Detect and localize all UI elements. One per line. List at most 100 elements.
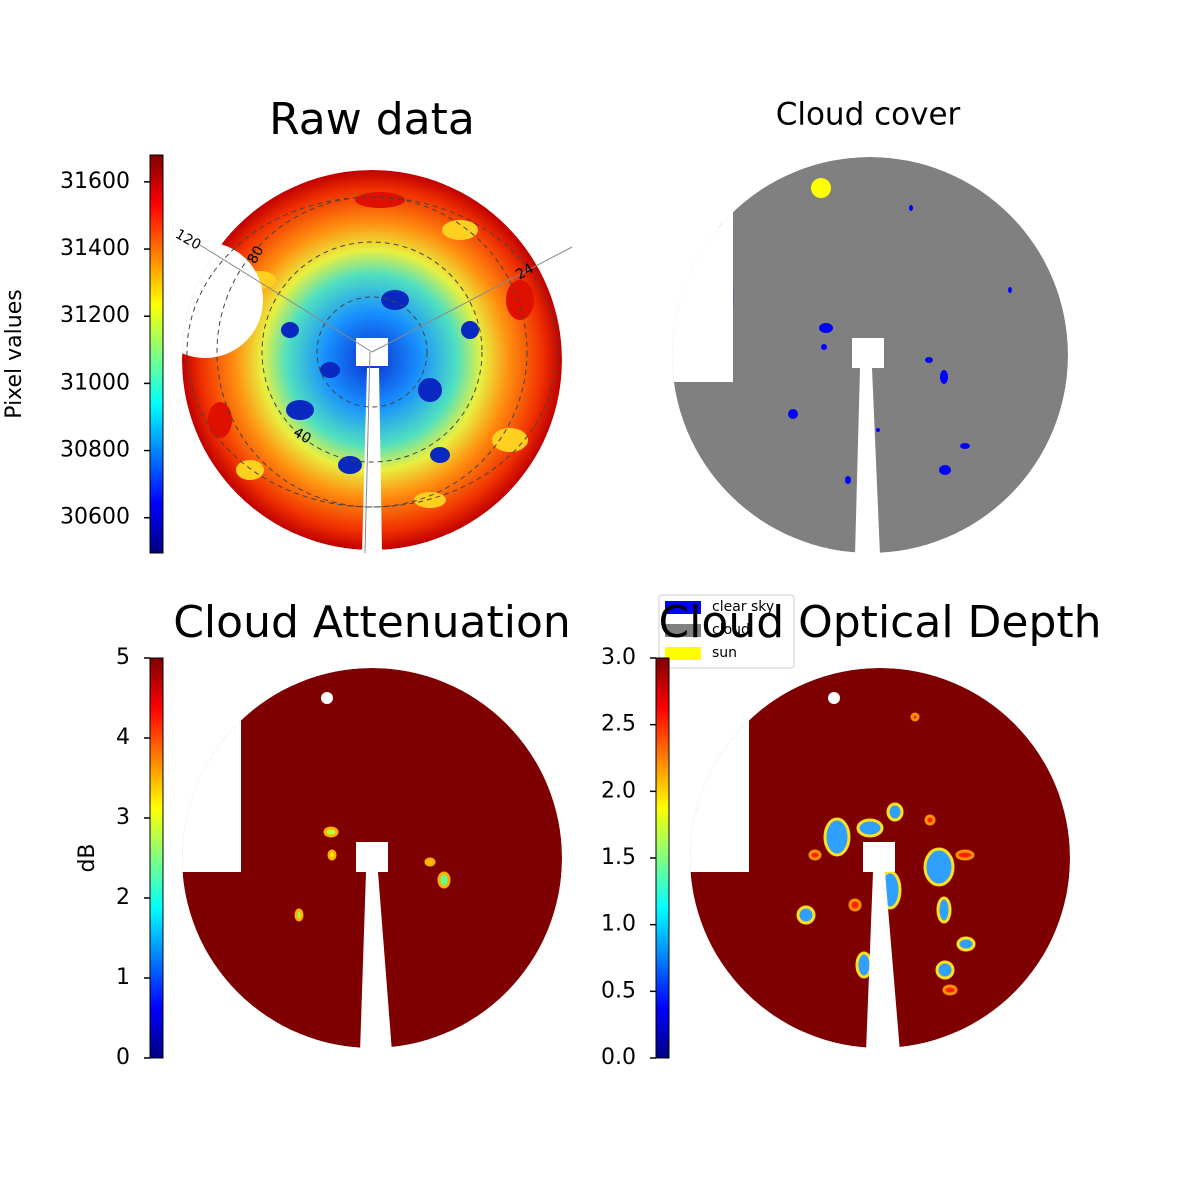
mask	[182, 668, 241, 872]
cloud-feature	[492, 428, 528, 452]
legend-swatch	[665, 601, 701, 614]
cloud-feature	[876, 428, 880, 432]
cloud-feature	[925, 357, 933, 363]
panel-title: Cloud Optical Depth	[658, 597, 1101, 648]
polar-ring	[261, 241, 483, 463]
colorbar-tick-label: 31200	[60, 303, 130, 328]
cloud-feature	[956, 936, 976, 952]
colorbar-tick-label: 3	[116, 805, 130, 830]
polar-ring	[316, 296, 428, 408]
cloud-feature	[848, 898, 862, 912]
legend: clear sky cloud sun	[658, 594, 795, 669]
cloud-feature	[320, 362, 340, 378]
colorbar-tick-label: 5	[116, 645, 130, 670]
panel-title: Raw data	[269, 94, 475, 145]
polar-label: 80	[245, 243, 268, 266]
cloud-feature	[940, 370, 948, 384]
colorbar-tick-label: 0	[116, 1045, 130, 1070]
cloud-feature	[855, 951, 873, 979]
cloud-feature	[1008, 287, 1012, 293]
cloud-feature	[923, 847, 955, 887]
polar-label: 40	[290, 425, 313, 448]
mask-wedge	[360, 872, 392, 1052]
panel	[672, 157, 1068, 555]
cloud-feature	[323, 826, 339, 838]
colorbar-tick-label: 1	[116, 965, 130, 990]
cloud-feature	[845, 476, 851, 484]
cloud-feature	[294, 908, 304, 922]
cloud-feature	[821, 344, 827, 350]
sky-image	[182, 170, 562, 550]
mask	[182, 242, 263, 358]
mask-square	[863, 842, 895, 872]
colorbar-tick-label: 31600	[60, 169, 130, 194]
polar-axis	[364, 351, 371, 554]
cloud-feature	[924, 814, 936, 826]
colorbar-tick-label: 30800	[60, 438, 130, 463]
mask-dot	[828, 692, 840, 704]
cloud-feature	[424, 857, 436, 867]
cloud-feature	[355, 192, 405, 208]
colorbar-tick-label: 31400	[60, 236, 130, 261]
colorbar	[149, 154, 164, 554]
sun	[811, 178, 831, 198]
colorbar	[655, 657, 670, 1059]
cloud-feature	[886, 802, 904, 822]
polar-grid	[186, 196, 573, 554]
cloud-feature	[856, 818, 884, 838]
cloud-feature	[461, 321, 479, 339]
panel-title: Cloud Attenuation	[173, 597, 571, 648]
cloud-feature	[414, 492, 446, 508]
cloud-feature	[819, 323, 833, 333]
cloud-feature	[910, 712, 920, 722]
cloud-feature	[418, 378, 442, 402]
cloud-feature	[430, 447, 450, 463]
mask-dot	[321, 692, 333, 704]
polar-axis	[371, 246, 573, 353]
cloud-feature	[960, 443, 970, 449]
colorbar-tick-label: 1.5	[601, 845, 636, 870]
mask-wedge	[855, 368, 880, 555]
cloud-feature	[381, 290, 409, 310]
legend-swatch	[665, 624, 701, 637]
cloud-feature	[935, 960, 955, 980]
colorbar-tick-label: 2	[116, 885, 130, 910]
cloud-feature	[942, 984, 958, 996]
colorbar-tick-label: 0.0	[601, 1045, 636, 1070]
mask-square	[852, 338, 884, 368]
panel-title: Cloud cover	[776, 97, 961, 133]
legend-label: sun	[712, 645, 737, 661]
colorbar-tick-label: 30600	[60, 505, 130, 530]
cloud-feature	[823, 817, 851, 857]
cloud-feature	[327, 849, 337, 861]
mask-wedge	[866, 872, 900, 1052]
cloud-feature	[909, 205, 913, 211]
cloud-feature	[281, 322, 299, 338]
colorbar-tick-label: 2.5	[601, 712, 636, 737]
cloud-feature	[939, 465, 951, 475]
colorbar-label: dB	[75, 843, 100, 872]
cloud-feature	[955, 849, 975, 861]
cloud-feature	[338, 456, 362, 474]
colorbar-label: Pixel values	[2, 289, 27, 418]
panel: 120 80 24 40 30600 30800 31000 31200 31400 31600 P…	[2, 154, 573, 554]
cloud-feature	[208, 402, 232, 438]
colorbar-tick-label: 2.0	[601, 778, 636, 803]
colorbar-tick-label: 0.5	[601, 978, 636, 1003]
legend-swatch	[665, 647, 701, 660]
legend-label: cloud	[712, 622, 750, 638]
cloud-feature	[796, 905, 816, 925]
cloud-feature	[808, 849, 822, 861]
cloud-feature	[286, 400, 314, 420]
panel: 0.0 0.5 1.0 1.5 2.0 2.5 3.0	[601, 645, 1070, 1070]
cloud-feature	[442, 220, 478, 240]
cloud-feature	[936, 896, 952, 924]
panel: 0 1 2 3 4 5 dB	[75, 645, 562, 1070]
cloud-feature	[236, 460, 264, 480]
polar-label: 24	[513, 261, 537, 284]
legend-label: clear sky	[712, 599, 774, 615]
polar-ring	[186, 196, 558, 508]
cloud-feature	[506, 280, 534, 320]
mask	[672, 157, 733, 382]
